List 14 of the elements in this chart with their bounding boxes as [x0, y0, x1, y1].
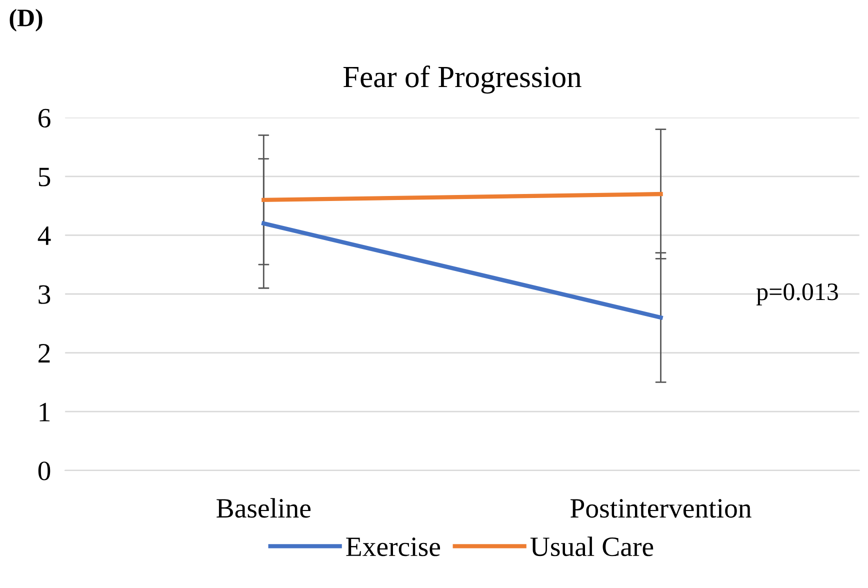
- y-tick-label: 4: [38, 226, 51, 245]
- y-tick-label: 2: [38, 344, 50, 362]
- annotation: p=0.013: [756, 283, 838, 306]
- text: (D): [10, 8, 42, 32]
- legend-label: Exercise: [346, 538, 440, 556]
- y-tick-label: 0: [38, 462, 50, 480]
- y-tick-label: 6: [38, 108, 50, 128]
- chart-title: Fear of Progression: [343, 66, 582, 94]
- y-tick-label: 3: [38, 285, 50, 304]
- x-tick-label: Postintervention: [570, 499, 752, 518]
- x-tick-label: Baseline: [216, 498, 311, 518]
- y-tick-label: 5: [38, 168, 50, 186]
- y-tick-label: 1: [40, 402, 50, 422]
- legend-label: Usual Care: [530, 536, 654, 556]
